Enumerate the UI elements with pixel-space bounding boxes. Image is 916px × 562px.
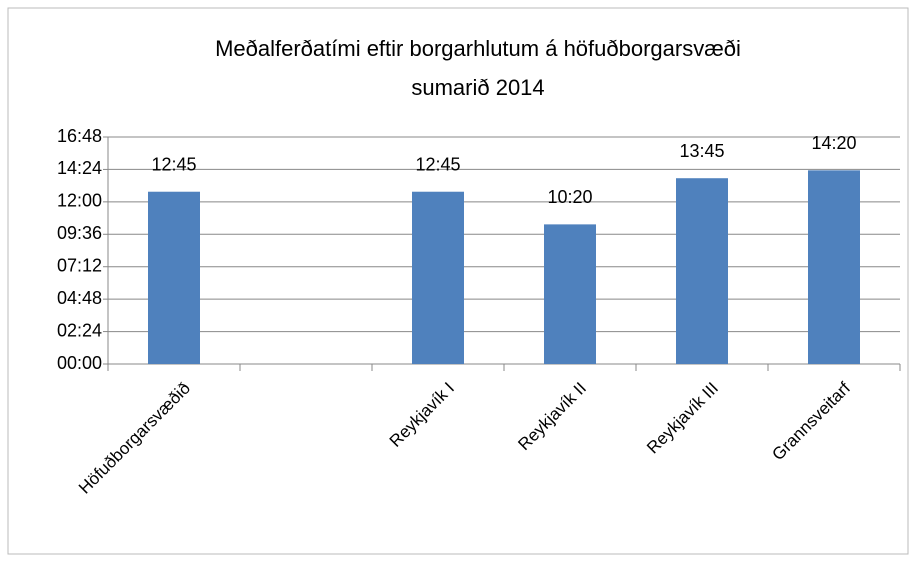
y-tick-label: 12:00 <box>57 191 102 211</box>
y-tick-label: 16:48 <box>57 126 102 146</box>
y-tick-label: 04:48 <box>57 288 102 308</box>
bar <box>412 191 464 364</box>
chart-title: sumarið 2014 <box>411 75 544 100</box>
bar <box>808 170 860 364</box>
value-label: 12:45 <box>415 154 460 174</box>
y-tick-label: 07:12 <box>57 255 102 275</box>
y-tick-label: 14:24 <box>57 158 102 178</box>
value-label: 10:20 <box>547 187 592 207</box>
bar <box>544 224 596 364</box>
chart-title: Meðalferðatími eftir borgarhlutum á höfu… <box>215 36 741 61</box>
y-tick-label: 00:00 <box>57 353 102 373</box>
bar <box>148 191 200 364</box>
bar <box>676 178 728 364</box>
y-tick-label: 02:24 <box>57 320 102 340</box>
value-label: 14:20 <box>811 133 856 153</box>
value-label: 12:45 <box>151 154 196 174</box>
y-tick-label: 09:36 <box>57 223 102 243</box>
value-label: 13:45 <box>679 141 724 161</box>
